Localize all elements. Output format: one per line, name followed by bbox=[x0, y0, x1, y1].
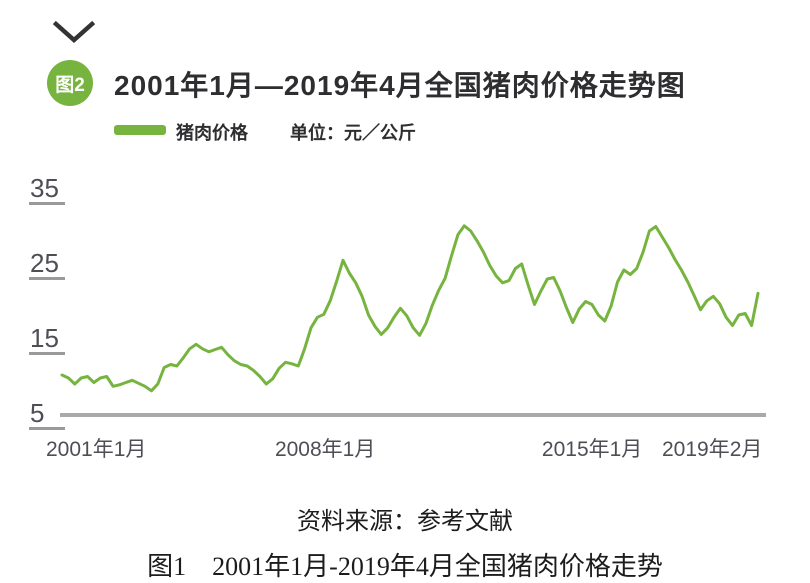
x-tick-label: 2001年1月 bbox=[46, 438, 147, 461]
y-tick-label: 35 bbox=[30, 172, 59, 203]
y-tick: 15 bbox=[29, 325, 66, 355]
y-tick-mark bbox=[29, 426, 65, 430]
chevron-down-icon[interactable] bbox=[52, 20, 96, 48]
legend-unit-label: 单位：元／公斤 bbox=[290, 123, 416, 143]
figure-number-badge-label: 图2 bbox=[55, 74, 85, 96]
figure-number-badge: 图2 bbox=[47, 60, 93, 106]
price-line bbox=[60, 224, 760, 393]
x-tick-label: 2008年1月 bbox=[274, 438, 376, 461]
y-tick: 35 bbox=[29, 175, 66, 205]
y-tick-label: 15 bbox=[30, 322, 59, 353]
pork-price-chart: 35 25 15 5 2001年1月 2008年1月 2015年1月 2019年2月 bbox=[29, 175, 766, 461]
legend-series-label: 猪肉价格 bbox=[176, 123, 248, 143]
y-tick-mark bbox=[29, 351, 65, 355]
legend-line-swatch bbox=[114, 125, 166, 135]
source-caption: 资料来源：参考文献 bbox=[297, 509, 513, 535]
y-tick-mark bbox=[29, 276, 65, 280]
y-tick-label: 25 bbox=[30, 247, 59, 278]
y-tick-label: 5 bbox=[30, 397, 45, 428]
x-tick-label: 2015年1月 bbox=[541, 438, 643, 461]
y-tick-mark bbox=[29, 201, 65, 205]
chart-canvas bbox=[60, 224, 766, 417]
y-tick: 5 bbox=[29, 400, 66, 430]
y-tick: 25 bbox=[29, 250, 66, 280]
figure-title: 2001年1月—2019年4月全国猪肉价格走势图 bbox=[114, 70, 686, 101]
figure-caption: 图1 2001年1月-2019年4月全国猪肉价格走势 bbox=[147, 552, 663, 581]
x-tick-label: 2019年2月 bbox=[662, 438, 763, 461]
